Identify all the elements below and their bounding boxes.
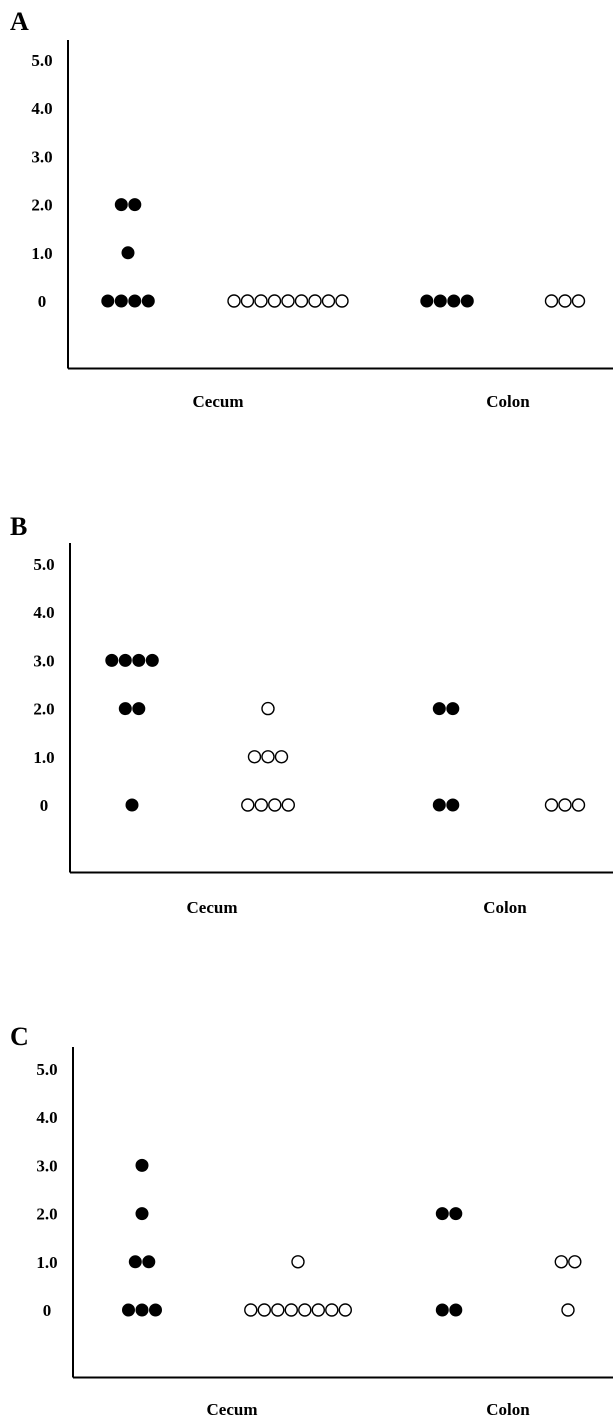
open-data-point: [291, 1255, 305, 1269]
panel-a: A 0 1.0 2.0 3.0 4.0 5.0 Cecum Colon: [10, 7, 613, 411]
open-data-point: [267, 294, 282, 308]
y-tick-label: 5.0: [36, 1060, 57, 1079]
y-tick-label: 0: [38, 292, 47, 311]
y-tick-label: 5.0: [33, 555, 54, 574]
open-data-point: [241, 798, 255, 812]
filled-data-point: [128, 294, 142, 308]
filled-data-point: [149, 1303, 162, 1317]
filled-data-point: [128, 1255, 142, 1269]
filled-data-point: [118, 653, 132, 667]
filled-data-point: [135, 1303, 149, 1317]
open-data-point: [268, 798, 282, 812]
open-data-point: [311, 1303, 325, 1317]
open-data-point: [325, 1303, 339, 1317]
y-tick-label: 0: [40, 796, 49, 815]
filled-data-point: [420, 294, 434, 308]
y-tick-label: 3.0: [31, 147, 52, 166]
filled-data-point: [105, 653, 119, 667]
panel-b: B 0 1.0 2.0 3.0 4.0 5.0 Cecum Colon: [10, 512, 613, 917]
y-tick-label: 1.0: [36, 1253, 57, 1272]
open-data-point: [227, 294, 241, 308]
filled-data-point: [128, 198, 142, 212]
panel-label: B: [10, 512, 27, 541]
open-data-point: [561, 1303, 575, 1317]
y-tick-label: 2.0: [36, 1205, 57, 1224]
open-data-point: [254, 294, 268, 308]
open-data-point: [558, 294, 572, 308]
open-data-point: [281, 294, 295, 308]
x-category-label: Cecum: [207, 1400, 258, 1419]
filled-data-point: [135, 1158, 149, 1172]
open-data-point: [244, 1303, 258, 1317]
y-tick-label: 4.0: [36, 1108, 57, 1127]
filled-data-point: [122, 1303, 135, 1317]
x-category-label: Colon: [486, 392, 530, 411]
filled-data-point: [132, 653, 146, 667]
filled-data-point: [460, 294, 474, 308]
panel-label: C: [10, 1022, 29, 1051]
y-tick-label: 2.0: [33, 700, 54, 719]
filled-data-point: [125, 798, 139, 812]
filled-data-point: [135, 1207, 149, 1221]
filled-data-point: [432, 798, 446, 812]
open-data-point: [568, 1255, 582, 1269]
open-data-point: [261, 701, 275, 716]
filled-data-point: [142, 1255, 156, 1269]
open-data-point: [254, 798, 268, 812]
filled-data-point: [121, 246, 135, 260]
open-data-point: [308, 294, 322, 308]
filled-data-point: [449, 1303, 463, 1317]
y-tick-label: 0: [43, 1301, 52, 1320]
filled-data-point: [132, 702, 146, 716]
filled-data-point: [449, 1207, 463, 1221]
open-data-point: [571, 294, 586, 308]
x-category-label: Cecum: [187, 898, 238, 917]
y-tick-label: 3.0: [36, 1156, 57, 1175]
x-category-label: Colon: [483, 898, 527, 917]
filled-data-point: [446, 702, 460, 716]
open-data-point: [571, 798, 586, 812]
open-data-point: [298, 1303, 312, 1317]
y-tick-label: 5.0: [31, 51, 52, 70]
filled-data-point: [446, 798, 460, 812]
y-tick-label: 4.0: [31, 99, 52, 118]
filled-data-point: [114, 198, 128, 212]
open-data-point: [274, 750, 289, 764]
open-data-point: [294, 294, 309, 308]
open-data-point: [335, 294, 349, 308]
filled-data-point: [432, 702, 446, 716]
open-data-point: [240, 294, 255, 308]
filled-data-point: [145, 653, 159, 667]
open-data-point: [257, 1303, 271, 1317]
panel-label: A: [10, 7, 29, 36]
open-data-point: [544, 798, 559, 812]
open-data-point: [558, 798, 572, 812]
filled-data-point: [101, 294, 115, 308]
filled-data-point: [141, 294, 155, 308]
y-tick-label: 1.0: [33, 748, 54, 767]
open-data-point: [544, 294, 559, 308]
filled-data-point: [114, 294, 128, 308]
y-tick-label: 4.0: [33, 603, 54, 622]
filled-data-point: [435, 1207, 449, 1221]
filled-data-point: [118, 702, 132, 716]
y-tick-label: 3.0: [33, 651, 54, 670]
filled-data-point: [435, 1303, 449, 1317]
y-tick-label: 1.0: [31, 244, 52, 263]
filled-data-point: [447, 294, 461, 308]
open-data-point: [284, 1303, 298, 1317]
filled-data-point: [433, 294, 447, 308]
x-category-label: Cecum: [193, 392, 244, 411]
x-category-label: Colon: [486, 1400, 530, 1419]
open-data-point: [247, 750, 262, 764]
y-tick-label: 2.0: [31, 196, 52, 215]
panel-c: C 0 1.0 2.0 3.0 4.0 5.0 Cecum Colon: [10, 1022, 613, 1419]
open-data-point: [281, 798, 295, 812]
open-data-point: [261, 750, 275, 764]
open-data-point: [554, 1255, 568, 1269]
open-data-point: [321, 294, 336, 308]
open-data-point: [338, 1303, 352, 1317]
open-data-point: [271, 1303, 285, 1317]
